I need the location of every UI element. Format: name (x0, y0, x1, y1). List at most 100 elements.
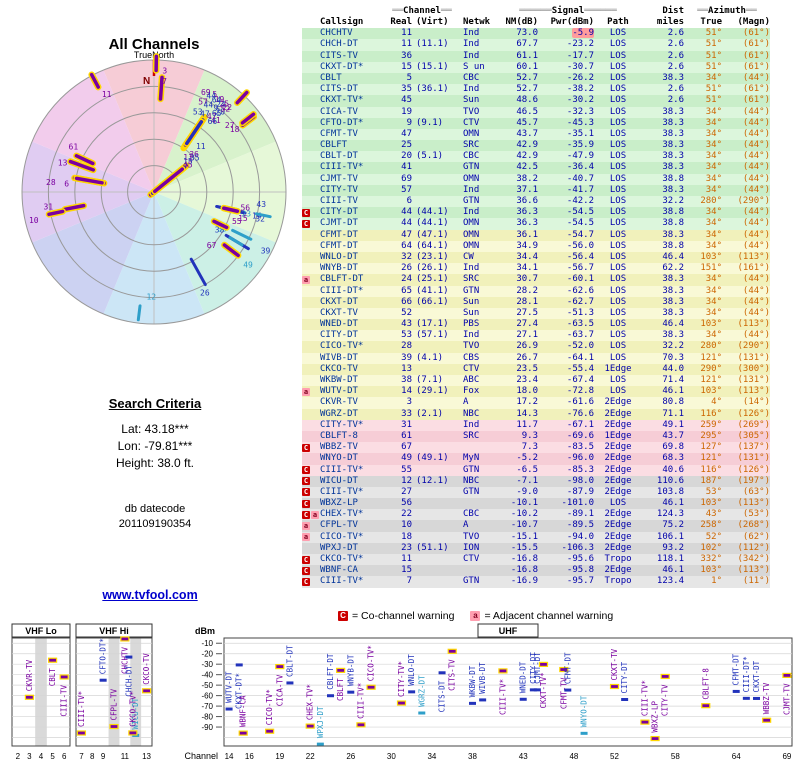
cell-mg: (113°) (722, 386, 770, 397)
cell-re: 32 (386, 252, 412, 263)
station-marker (306, 724, 314, 728)
cell-re: 69 (386, 174, 412, 185)
cell-pa: LOS (594, 274, 642, 285)
cell-nm: -6.5 (494, 465, 538, 476)
cell-mg: (305°) (722, 431, 770, 442)
cell-nw: Sun (458, 308, 494, 319)
cell-nm: 48.6 (494, 95, 538, 106)
cell-cs: CKXT-TV (320, 308, 386, 319)
cell-pa: LOS (594, 140, 642, 151)
cell-tr: 53° (684, 487, 722, 498)
cell-re: 61 (386, 431, 412, 442)
cell-vi: (11.1) (412, 39, 458, 50)
cell-pw: -95.6 (538, 554, 594, 565)
cell-di: 46.4 (642, 252, 684, 263)
cell-vi: (15.1) (412, 62, 458, 73)
cell-nm: 36.1 (494, 230, 538, 241)
station-label: CIII-TV* (356, 683, 365, 719)
cell-mg: (61°) (722, 39, 770, 50)
cell-pa: LOS (594, 207, 642, 218)
cell-nm: 60.1 (494, 62, 538, 73)
station-marker (621, 698, 628, 701)
cell-pa: LOS (594, 319, 642, 330)
cell-di: 2.6 (642, 39, 684, 50)
dbm-tick-label: -70 (201, 702, 213, 711)
cell-nm: 43.7 (494, 129, 538, 140)
cell-re: 25 (386, 140, 412, 151)
cell-tr: 34° (684, 230, 722, 241)
channel-tick-label: 14 (225, 752, 234, 761)
station-marker (520, 698, 527, 701)
channel-number-label: 67 (207, 241, 217, 250)
uhf-label: UHF (499, 626, 518, 636)
cell-di: 103.8 (642, 487, 684, 498)
station-label: CHEX-TV* (306, 684, 315, 720)
channel-number-label: 12 (146, 293, 156, 302)
cell-mg: (44°) (722, 308, 770, 319)
cell-cs: CBLT-DT (320, 151, 386, 162)
cell-di: 2.6 (642, 28, 684, 39)
station-label: CBLFT-8 (701, 668, 710, 700)
cell-re: 49 (386, 453, 412, 464)
cell-nw: OMN (458, 230, 494, 241)
channel-number-label: 66 (208, 117, 218, 126)
adjacent-badge: a (302, 522, 310, 530)
station-marker (266, 729, 274, 733)
cell-nw: SRC (458, 140, 494, 151)
cell-cs: CBLFT (320, 140, 386, 151)
cell-di: 44.0 (642, 364, 684, 375)
cell-pa: 2Edge (594, 442, 642, 453)
cell-tr: 34° (684, 241, 722, 252)
station-label: CIII-TV* (77, 691, 86, 727)
station-label: WIVB-DT (478, 662, 487, 694)
cell-cs: WNLO-DT (320, 252, 386, 263)
cell-cs: CHCH-DT (320, 39, 386, 50)
cell-di: 40.6 (642, 465, 684, 476)
cell-nw: CTV (458, 118, 494, 129)
cell-pa: LOS (594, 353, 642, 364)
cell-cs: CIII-TV (320, 196, 386, 207)
station-marker (276, 665, 284, 669)
channel-number-label: 7 (162, 77, 167, 86)
station-marker (129, 731, 137, 735)
cell-pa: LOS (594, 375, 642, 386)
cell-di: 2.6 (642, 51, 684, 62)
cell-nw: NBC (458, 409, 494, 420)
cell-nm: 27.1 (494, 330, 538, 341)
cell-re: 44 (386, 218, 412, 229)
cell-nw: Ind (458, 207, 494, 218)
cell-mg: (44°) (722, 207, 770, 218)
cell-mg: (126°) (722, 409, 770, 420)
cell-pw: -63.7 (538, 330, 594, 341)
cell-di: 49.1 (642, 420, 684, 431)
cell-cs: CITY-DT (320, 207, 386, 218)
adjacent-badge: a (311, 511, 319, 519)
col-netwk: Netwk (458, 17, 494, 28)
cell-mg: (44°) (722, 286, 770, 297)
tvfool-link[interactable]: www.tvfool.com (102, 588, 197, 602)
cell-nw: Fox (458, 386, 494, 397)
cell-re: 15 (386, 565, 412, 576)
cell-re: 57 (386, 185, 412, 196)
cell-pw: -40.7 (538, 174, 594, 185)
cell-nw: OMN (458, 174, 494, 185)
cell-pw: -62.6 (538, 286, 594, 297)
cell-nm: 27.5 (494, 308, 538, 319)
station-label: CFPL-TV (110, 688, 119, 720)
cell-nw: S un (458, 62, 494, 73)
cell-re: 27 (386, 487, 412, 498)
station-marker (611, 685, 619, 689)
cell-di: 71.1 (642, 409, 684, 420)
cell-di: 38.3 (642, 129, 684, 140)
cell-vi: (23.1) (412, 252, 458, 263)
cell-mg: (113°) (722, 498, 770, 509)
channel-number-label: 18 (230, 125, 240, 134)
cell-cs: WPXJ-DT (320, 543, 386, 554)
